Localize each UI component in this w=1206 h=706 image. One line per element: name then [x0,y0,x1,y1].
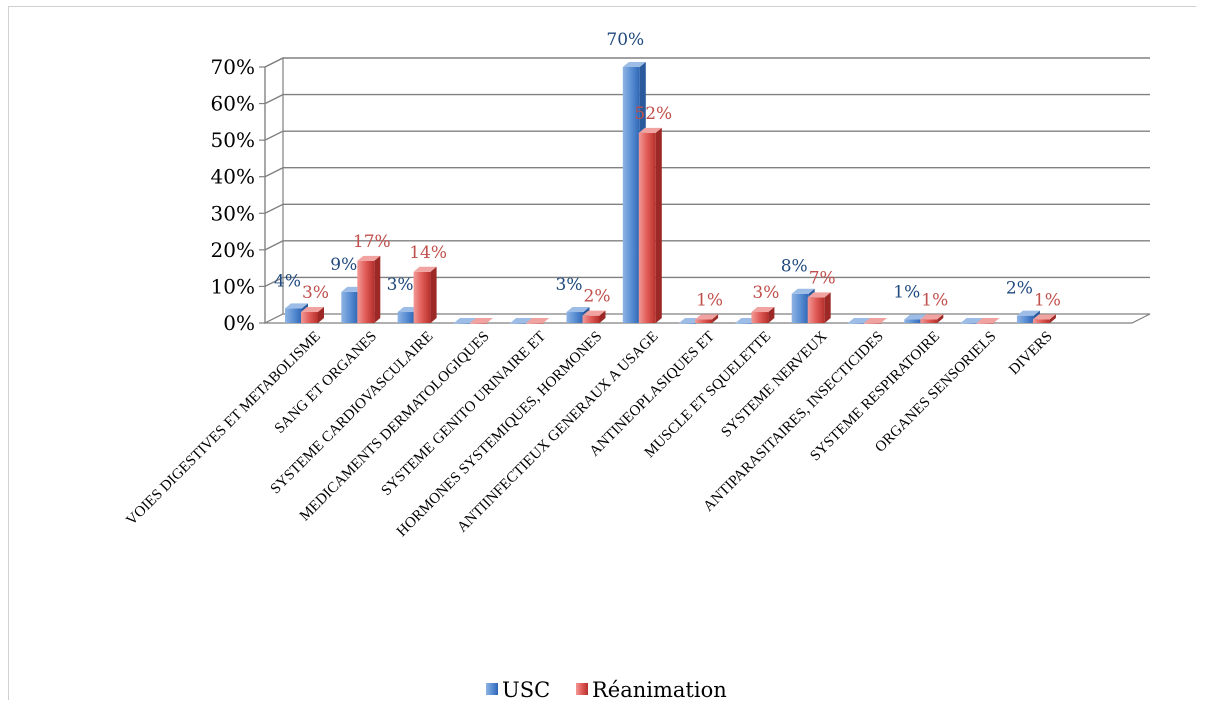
gridline [264,93,1150,105]
data-label: 3% [302,283,329,303]
x-tick-label: ANTIINFECTIEUX GENERAUX A USAGE [454,329,661,536]
y-tick-label: 20% [211,238,255,262]
bar-reanimation [301,307,324,323]
y-tick-label: 70% [211,55,255,79]
x-tick-label: ORGANES SENSORIELS [872,329,999,456]
data-label: 4% [274,271,301,291]
x-tick-label: DIVERS [1006,329,1056,379]
legend-swatch-usc [486,683,498,695]
data-label: 14% [409,243,447,263]
data-label: 1% [696,290,723,310]
data-label: 2% [1006,279,1033,299]
x-tick-label: SANG ET ORGANES [272,329,380,437]
bar-reanimation [976,318,1000,324]
bars [285,62,1056,324]
data-labels: 4%3%9%17%3%14%3%2%70%52%1% 3%8%7%1% 1%2%1% [274,30,1061,310]
y-tick-label: 0% [223,311,255,335]
legend-swatch-reanimation [576,683,588,695]
chart-frame [8,6,1196,700]
data-label: 8% [781,257,808,277]
bar-reanimation [807,292,831,323]
y-tick-label: 10% [211,274,255,298]
bar-reanimation [695,314,719,323]
y-tick-label: 50% [211,128,255,152]
y-tick-label: 40% [211,165,255,189]
bar-reanimation [357,255,381,323]
y-tick-label: 60% [211,92,255,116]
bar-reanimation [526,318,550,324]
data-label: 3% [556,275,583,295]
bar-reanimation [920,314,944,323]
data-label: 2% [584,287,611,307]
bar-usc [960,318,984,324]
bar-reanimation [1032,314,1056,323]
gridline [264,276,1150,288]
bar-reanimation [864,318,887,324]
gridline [264,203,1150,214]
x-tick-label: SYSTEME NERVEUX [718,328,830,440]
bar-usc [510,318,534,324]
data-label: 1% [1034,290,1061,310]
data-label: 17% [353,232,391,252]
gridline [264,130,1150,141]
data-label: 3% [387,275,414,295]
x-tick-label: HORMONES SYSTEMIQUES, HORMONES [394,329,605,540]
legend: USC Réanimation [486,678,727,702]
data-label: 3% [752,283,779,303]
data-label: 52% [634,104,672,124]
bar-reanimation [638,127,662,323]
bar-usc [453,318,477,324]
y-axis: 0% 10% 20% 30% 40% 50% 60% 70% [211,55,266,335]
gridline [264,57,1150,68]
bar-usc [848,318,871,324]
data-label: 9% [330,255,357,275]
data-label: 7% [809,268,836,288]
gridline [264,240,1150,251]
y-tick-label: 30% [211,201,255,225]
data-label: 70% [606,30,644,50]
legend-label-usc: USC [502,678,550,702]
legend-label-reanimation: Réanimation [592,678,727,702]
x-tick-label: VOIES DIGESTIVES ET METABOLISME [124,329,324,529]
data-label: 1% [893,282,920,302]
bar-reanimation [413,266,437,323]
gridlines [264,57,1150,288]
bar-reanimation [582,310,606,323]
bar-reanimation [469,318,493,324]
bar-reanimation [751,307,775,323]
data-label: 1% [921,290,948,310]
gridline [264,167,1150,178]
